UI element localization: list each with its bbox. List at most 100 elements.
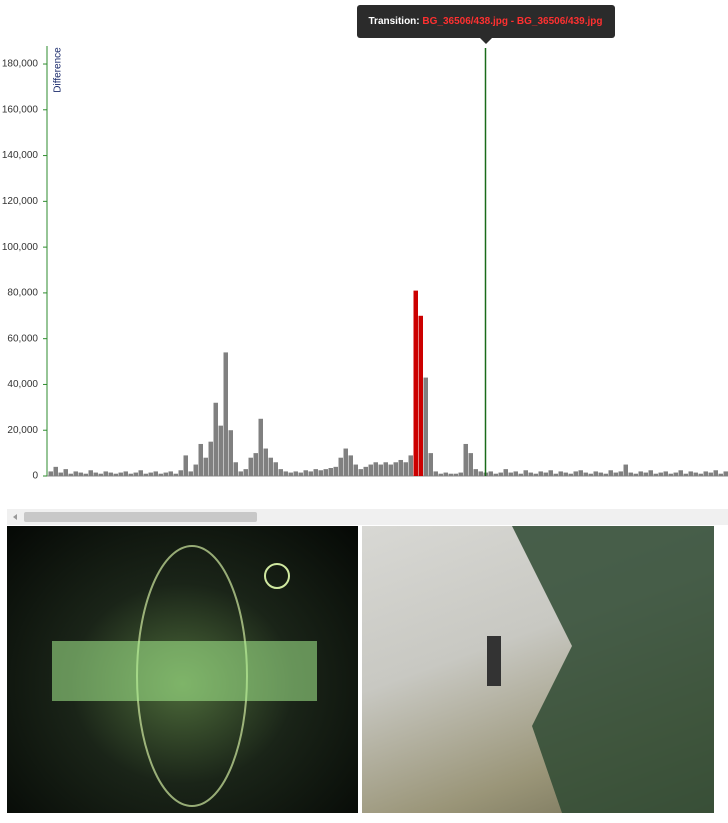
bar	[308, 471, 313, 476]
bar	[508, 472, 513, 476]
bar	[58, 472, 63, 476]
y-tick-label: 180,000	[2, 59, 39, 70]
bar	[393, 462, 398, 476]
bar	[378, 464, 383, 476]
bar	[598, 472, 603, 476]
bar	[63, 469, 68, 476]
frame-right	[362, 526, 714, 813]
bar	[718, 473, 723, 476]
bar	[373, 462, 378, 476]
bar	[548, 470, 553, 476]
bar	[328, 467, 333, 476]
y-tick-label: 120,000	[2, 196, 39, 207]
bar	[183, 455, 188, 476]
bar	[298, 472, 303, 476]
bar	[723, 471, 728, 476]
scrollbar[interactable]	[7, 509, 728, 525]
bar	[283, 471, 288, 476]
bar	[103, 471, 108, 476]
chart: Difference 0 20,000 40,000 60,000 80,000 100,…	[2, 46, 728, 482]
bar	[338, 457, 343, 476]
bar	[538, 471, 543, 476]
bar	[703, 471, 708, 476]
frame-left	[7, 526, 358, 813]
bar	[423, 377, 428, 476]
bar	[143, 473, 148, 476]
bar	[473, 469, 478, 476]
bar	[258, 418, 263, 476]
bar	[683, 473, 688, 476]
bar	[93, 472, 98, 476]
bar	[708, 472, 713, 476]
bar	[573, 471, 578, 476]
bar	[658, 472, 663, 476]
bar	[618, 471, 623, 476]
bar	[238, 471, 243, 476]
bar	[303, 470, 308, 476]
bar	[463, 443, 468, 476]
bar	[528, 472, 533, 476]
bar	[468, 453, 473, 476]
bar	[388, 464, 393, 476]
bar	[83, 473, 88, 476]
bar	[68, 473, 73, 476]
bar	[698, 473, 703, 476]
bar	[348, 455, 353, 476]
bar	[458, 472, 463, 476]
bar	[558, 471, 563, 476]
bar	[343, 448, 348, 476]
bar	[53, 466, 58, 476]
bar	[443, 472, 448, 476]
bar	[503, 469, 508, 476]
bar	[78, 472, 83, 476]
frame-art	[487, 526, 714, 813]
y-tick-label: 20,000	[7, 425, 38, 436]
bar	[108, 472, 113, 476]
bar	[293, 471, 298, 476]
y-tick-label: 160,000	[2, 104, 39, 115]
bar	[263, 448, 268, 476]
bar	[418, 315, 423, 476]
bar	[428, 453, 433, 476]
bar	[73, 471, 78, 476]
bar	[273, 462, 278, 476]
bar	[318, 470, 323, 476]
bar	[178, 470, 183, 476]
bar	[243, 469, 248, 476]
bar	[173, 473, 178, 476]
bar	[513, 471, 518, 476]
bar	[208, 441, 213, 476]
bar	[638, 471, 643, 476]
bar	[623, 464, 628, 476]
bar	[88, 470, 93, 476]
bar	[383, 462, 388, 476]
bar	[593, 471, 598, 476]
bar	[363, 466, 368, 476]
bar	[138, 470, 143, 476]
bar	[533, 473, 538, 476]
bar	[203, 457, 208, 476]
bar	[453, 473, 458, 476]
bar	[353, 464, 358, 476]
bar	[223, 352, 228, 476]
bar	[248, 457, 253, 476]
bar	[403, 462, 408, 476]
bar	[233, 462, 238, 476]
y-tick-label: 80,000	[7, 288, 38, 299]
y-tick-label: 60,000	[7, 333, 38, 344]
bar	[268, 457, 273, 476]
y-tick-label: 40,000	[7, 379, 38, 390]
bar	[488, 471, 493, 476]
y-tick-label: 0	[32, 471, 38, 482]
tooltip-label: Transition:	[368, 16, 420, 27]
bar	[148, 472, 153, 476]
bar	[493, 473, 498, 476]
bar	[133, 472, 138, 476]
bar	[648, 470, 653, 476]
bar	[713, 470, 718, 476]
bar	[118, 472, 123, 476]
bar	[98, 473, 103, 476]
scroll-thumb[interactable]	[24, 512, 257, 522]
bar	[603, 473, 608, 476]
y-tick-label: 140,000	[2, 150, 39, 161]
